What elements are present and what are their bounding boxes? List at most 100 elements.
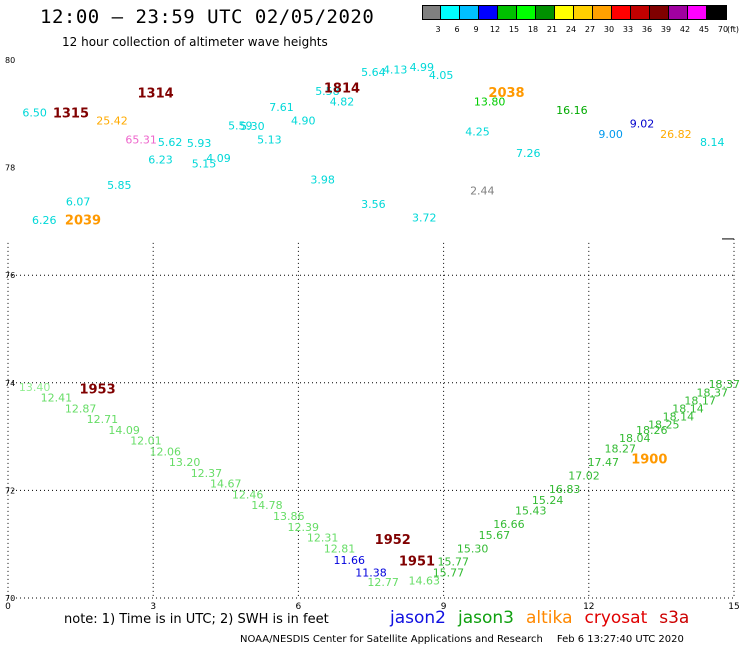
data-point-label: 13.86 (273, 510, 305, 523)
annotations: 1315 1314 1814 2038 2039 1953 1952 1951 1900 (53, 81, 668, 569)
data-point-label: 6.26 (32, 214, 57, 227)
legend-swatch (536, 5, 555, 20)
satellite-legend: jason2 jason3 altika cryosat s3a (390, 608, 701, 628)
data-point-label: 14.78 (251, 499, 283, 512)
legend-label: 33 (622, 25, 634, 34)
data-point-label: 5.85 (107, 179, 132, 192)
x-tick-label: 12 (583, 602, 594, 612)
data-point-label: 4.13 (383, 63, 408, 76)
data-point-label: 18.17 (684, 394, 716, 407)
legend-swatch (498, 5, 517, 20)
data-point-label: 15.77 (438, 556, 470, 569)
data-point-label: 12.41 (41, 392, 73, 405)
data-point-label: 12.39 (287, 521, 319, 534)
data-point-label: 12.46 (232, 488, 264, 501)
legend-swatch (517, 5, 536, 20)
data-point-label: 3.72 (412, 211, 437, 224)
chart-title: 12:00 – 23:59 UTC 02/05/2020 (40, 6, 375, 28)
data-point-label: 14.09 (108, 424, 140, 437)
data-point-label: 65.31 (125, 133, 157, 146)
legend-label: 45 (698, 25, 710, 34)
data-point-label: 15.67 (479, 529, 511, 542)
x-tick-label: 9 (441, 602, 447, 612)
data-point-label: 12.31 (307, 532, 339, 545)
data-point-label: 4.09 (206, 152, 231, 165)
data-point-label: 9.00 (598, 128, 623, 141)
time-annotation: 1314 (138, 87, 174, 102)
data-point-label: 12.71 (87, 413, 119, 426)
time-annotation: 2039 (65, 214, 101, 229)
data-point-label: 18.37 (709, 378, 740, 391)
data-point-label: 13.80 (474, 96, 506, 109)
x-tick-label: 0 (5, 602, 11, 612)
legend-label: 30 (603, 25, 615, 34)
legend-swatch (574, 5, 593, 20)
data-point-label: 3.56 (361, 198, 386, 211)
data-point-label: 7.61 (269, 101, 294, 114)
legend-label: 9 (473, 25, 479, 34)
time-annotation: 1953 (79, 383, 115, 398)
data-point-label: 14.63 (408, 575, 440, 588)
time-annotation: 2038 (488, 86, 524, 101)
data-point-label: 6.07 (66, 195, 91, 208)
data-point-label: 18.25 (648, 419, 680, 432)
data-point-label: 18.37 (696, 386, 728, 399)
data-point-label: 12.77 (367, 576, 399, 589)
legend-swatch (669, 5, 688, 20)
data-point-label: 15.77 (433, 566, 465, 579)
credit-text: NOAA/NESDIS Center for Satellite Applica… (240, 634, 543, 645)
data-point-label: 11.38 (355, 566, 387, 579)
x-tick-label: 6 (296, 602, 302, 612)
data-point-label: 15.30 (457, 542, 489, 555)
data-point-label: 12.81 (324, 542, 356, 555)
data-point-label: 16.66 (493, 518, 525, 531)
data-point-label: 5.62 (158, 136, 183, 149)
y-tick-label: 80 (5, 56, 15, 65)
data-point-label: 16.16 (556, 104, 588, 117)
legend-swatch (688, 5, 707, 20)
y-tick-label: 74 (5, 379, 15, 388)
legend-swatch (441, 5, 460, 20)
data-point-label: 17.47 (588, 456, 620, 469)
note-text: note: 1) Time is in UTC; 2) SWH is in fe… (64, 612, 329, 627)
data-point-label: 11.66 (333, 554, 365, 567)
satellite-jason3: jason3 (458, 608, 514, 628)
grid (7, 238, 735, 599)
data-point-label: 18.14 (672, 402, 704, 415)
legend-swatch (631, 5, 650, 20)
legend-swatch (650, 5, 669, 20)
legend-swatch (707, 5, 726, 20)
legend-label: 24 (565, 25, 577, 34)
data-point-label: 5.13 (257, 133, 282, 146)
satellite-cryosat: cryosat (584, 608, 648, 628)
chart-subtitle: 12 hour collection of altimeter wave hei… (62, 35, 328, 49)
data-point-label: 13.40 (19, 381, 51, 394)
y-tick-label: 72 (5, 486, 15, 495)
data-point-label: 9.02 (630, 117, 655, 130)
legend-label: 6 (454, 25, 460, 34)
data-point-label: 13.20 (169, 456, 201, 469)
data-point-label: 5.93 (187, 137, 212, 150)
data-point-label: 12.87 (65, 402, 97, 415)
legend-swatch (479, 5, 498, 20)
time-annotation: 1900 (631, 453, 667, 468)
legend-label: 70 (717, 25, 729, 34)
legend-swatch (422, 5, 441, 20)
legend-swatch (612, 5, 631, 20)
data-point-label: 5.59 (228, 119, 253, 132)
axes: 0 3 6 9 12 15 70 72 74 76 78 80 (5, 56, 740, 612)
data-point-label: 14.67 (210, 478, 242, 491)
time-annotation: 1951 (399, 555, 435, 570)
data-point-label: 4.05 (429, 69, 454, 82)
data-point-label: 18.14 (663, 410, 695, 423)
legend-label: 21 (546, 25, 558, 34)
data-point-label: 6.23 (148, 153, 173, 166)
timestamp-text: Feb 6 13:27:40 UTC 2020 (556, 634, 684, 645)
data-point-label: 15.43 (515, 505, 547, 518)
data-point-label: 6.50 (22, 106, 47, 119)
legend-swatch (593, 5, 612, 20)
satellite-s3a: s3a (659, 608, 690, 628)
data-point-label: 12.01 (130, 435, 162, 448)
legend-unit: (ft) (726, 25, 740, 34)
data-point-label: 12.06 (150, 445, 182, 458)
